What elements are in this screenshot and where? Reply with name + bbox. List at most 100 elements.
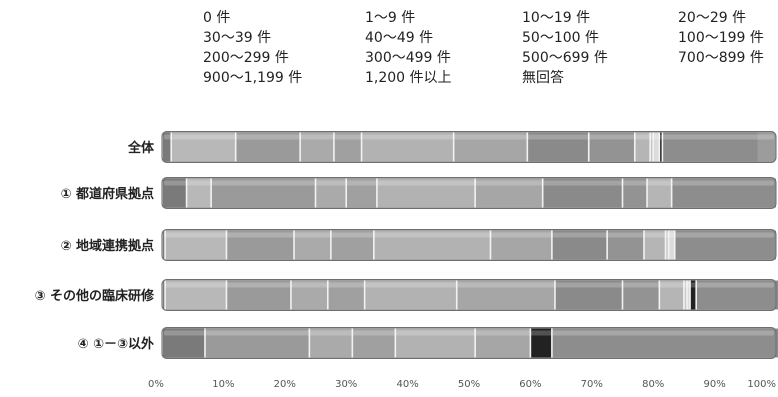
x-tick-label: 80%	[642, 379, 664, 390]
bar-segment	[665, 230, 669, 260]
bar-segment	[204, 328, 310, 358]
x-tick-label: 20%	[274, 379, 296, 390]
x-tick-label: 50%	[458, 379, 480, 390]
bar-segment	[352, 328, 396, 358]
bar-segment	[346, 178, 377, 208]
category-label: ④ ①－③以外	[77, 336, 154, 352]
legend-entry: 700～899 件	[678, 50, 764, 66]
bar-sheen	[164, 134, 774, 140]
bar-segment	[162, 132, 172, 162]
bar-segment	[671, 178, 776, 208]
category-label: ③ その他の臨床研修	[34, 288, 155, 304]
bar-segment	[395, 328, 476, 358]
bar-segment	[551, 230, 608, 260]
bar-segment	[696, 280, 778, 310]
x-tick-label: 70%	[581, 379, 603, 390]
bar-segment	[607, 230, 644, 260]
bar-sheen	[164, 232, 774, 238]
legend-entry: 100～199 件	[678, 30, 764, 46]
bar-outline	[161, 131, 777, 163]
bar-segment	[542, 178, 623, 208]
bar-segment	[186, 178, 212, 208]
bar-segment	[211, 178, 316, 208]
bar-segment	[226, 280, 291, 310]
bar-segment	[551, 328, 778, 358]
legend-entry: 200～299 件	[203, 50, 289, 66]
bar-segment	[456, 280, 555, 310]
bar-outline	[161, 327, 777, 359]
legend-entry: 50～100 件	[522, 30, 599, 46]
bar-segment	[327, 280, 365, 310]
bar-sheen	[164, 180, 774, 186]
bar-segment	[659, 280, 684, 310]
bar-segment	[226, 230, 295, 260]
bar-segment	[315, 178, 347, 208]
bar-segment	[294, 230, 331, 260]
bar-segment	[376, 178, 476, 208]
legend-entry: 900～1,199 件	[203, 70, 302, 86]
bar-segment	[171, 132, 236, 162]
bar-segment	[333, 132, 362, 162]
bar-segment	[634, 132, 651, 162]
bar-segment	[527, 132, 589, 162]
bar-segment	[453, 132, 528, 162]
x-tick-label: 40%	[396, 379, 418, 390]
bar-segment	[690, 280, 697, 310]
bar-segment	[530, 328, 552, 358]
bar-segment	[162, 328, 205, 358]
bar-segment	[475, 178, 543, 208]
bar-outline	[161, 229, 777, 261]
legend-entry: 300～499 件	[365, 50, 451, 66]
legend-entry: 500～699 件	[522, 50, 608, 66]
bar-segment	[554, 280, 623, 310]
bar-sheen	[164, 330, 774, 336]
bar-segment	[309, 328, 353, 358]
bar-segment	[668, 230, 675, 260]
category-label: ① 都道府県拠点	[60, 186, 154, 202]
legend-entry: 40～49 件	[365, 30, 433, 46]
bar-segment	[588, 132, 635, 162]
bar-segment	[622, 280, 660, 310]
bar-segment	[490, 230, 552, 260]
bar-segment	[300, 132, 334, 162]
bar-segment	[364, 280, 457, 310]
legend-entry: 0 件	[203, 10, 230, 26]
bar-sheen	[164, 282, 774, 288]
x-tick-label: 90%	[703, 379, 725, 390]
bar-segment	[162, 230, 166, 260]
x-tick-label: 10%	[212, 379, 234, 390]
legend-entry: 10～19 件	[522, 10, 590, 26]
bar-segment	[662, 132, 758, 162]
bar-segment	[165, 230, 227, 260]
bar-segment	[330, 230, 374, 260]
bar-segment	[165, 280, 227, 310]
legend-entry: 30～39 件	[203, 30, 271, 46]
bar-outline	[161, 177, 777, 209]
bar-segment	[650, 132, 654, 162]
x-tick-label: 30%	[335, 379, 357, 390]
legend-entry: 20～29 件	[678, 10, 746, 26]
bar-segment	[653, 132, 660, 162]
bar-segment	[162, 280, 166, 310]
bar-segment	[622, 178, 648, 208]
bar-segment	[674, 230, 776, 260]
bar-segment	[647, 178, 672, 208]
legend-entry: 1～9 件	[365, 10, 415, 26]
x-tick-label: 100%	[747, 379, 776, 390]
bar-segment	[683, 280, 687, 310]
bar-segment	[373, 230, 491, 260]
x-tick-label: 60%	[519, 379, 541, 390]
x-tick-label: 0%	[148, 379, 164, 390]
bar-segment	[686, 280, 691, 310]
category-label: ② 地域連携拠点	[60, 238, 154, 254]
legend-entry: 無回答	[522, 69, 564, 86]
bar-segment	[475, 328, 531, 358]
bar-outline	[161, 279, 777, 311]
bar-segment	[659, 132, 663, 162]
bar-segment	[290, 280, 328, 310]
bar-segment	[162, 178, 187, 208]
bar-segment	[643, 230, 666, 260]
legend-entry: 1,200 件以上	[365, 70, 452, 86]
